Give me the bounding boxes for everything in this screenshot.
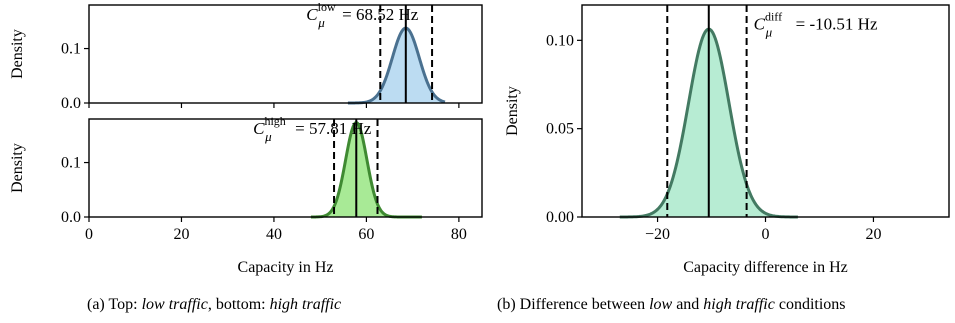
caption-a-mid: , bottom: xyxy=(207,296,270,313)
panel-b-xtick-label-1: 0 xyxy=(762,226,770,243)
panel-a-bottom-xtick-label-1: 20 xyxy=(173,226,189,243)
panel-b-ytick-label-2: 0.10 xyxy=(546,32,574,49)
panel-a-top-density-fill xyxy=(347,28,446,103)
panel-b-ytick-label-1: 0.05 xyxy=(546,121,574,138)
panel-a-top-axes-frame xyxy=(88,4,483,104)
panel-a-bottom-xtick-label-0: 0 xyxy=(85,226,93,243)
panel-b-xlabel: Capacity difference in Hz xyxy=(683,259,848,276)
caption-a: (a) Top: low traffic, bottom: high traff… xyxy=(87,296,341,314)
panel-a-bottom-annotation: Chigh μ = 57.81 Hz xyxy=(253,114,372,144)
panel-a-bottom: 0 20 40 60 80 0.0 0.1 Density Capacity in Hz Chig… xyxy=(9,114,483,276)
panel-a-top-ytick-label-0: 0.0 xyxy=(61,95,81,112)
caption-b-suffix: conditions xyxy=(774,296,846,313)
panel-a-top: 0.0 0.1 Density Clow μ = 68.52 Hz xyxy=(9,0,483,112)
caption-b: (b) Difference between low and high traf… xyxy=(497,296,846,314)
panel-a-bottom-ytick-label-0: 0.0 xyxy=(61,209,81,226)
caption-b-high: high traffic xyxy=(703,296,775,313)
panel-a-bottom-xlabel: Capacity in Hz xyxy=(238,259,334,276)
caption-b-low: low xyxy=(649,296,673,313)
panel-a-bottom-xtick-label-3: 60 xyxy=(358,226,374,243)
caption-a-high: high traffic xyxy=(269,296,342,313)
caption-a-low: low traffic xyxy=(141,296,208,313)
panel-a-top-annotation: Clow μ = 68.52 Hz xyxy=(306,0,418,30)
panel-b-ylabel: Density xyxy=(504,86,521,136)
panel-a-bottom-ylabel: Density xyxy=(9,143,26,193)
panel-b-xtick-label-2: 20 xyxy=(865,226,881,243)
panel-b: −20 0 20 0.00 0.05 0.10 Density Capacity differ… xyxy=(504,4,950,276)
chart-svg: 0.0 0.1 Density Clow μ = 68.52 Hz 0 20 40 60 80 0.… xyxy=(9,0,950,276)
panel-a-bottom-ytick-label-1: 0.1 xyxy=(61,155,81,172)
panel-a-bottom-xtick-label-2: 40 xyxy=(266,226,282,243)
panel-b-annotation: Cdiff μ = -10.51 Hz xyxy=(754,10,878,40)
panel-a-bottom-xtick-label-4: 80 xyxy=(451,226,467,243)
panel-b-xtick-label-0: −20 xyxy=(645,226,670,243)
panel-a-top-ytick-label-1: 0.1 xyxy=(61,41,81,58)
panel-a-bottom-axes-frame xyxy=(88,118,483,218)
caption-b-prefix: (b) Difference between xyxy=(497,296,650,313)
caption-a-prefix: (a) Top: xyxy=(87,296,142,313)
caption-b-mid: and xyxy=(672,296,704,313)
panel-a-top-ylabel: Density xyxy=(9,29,26,79)
panel-b-ytick-label-0: 0.00 xyxy=(546,209,574,226)
